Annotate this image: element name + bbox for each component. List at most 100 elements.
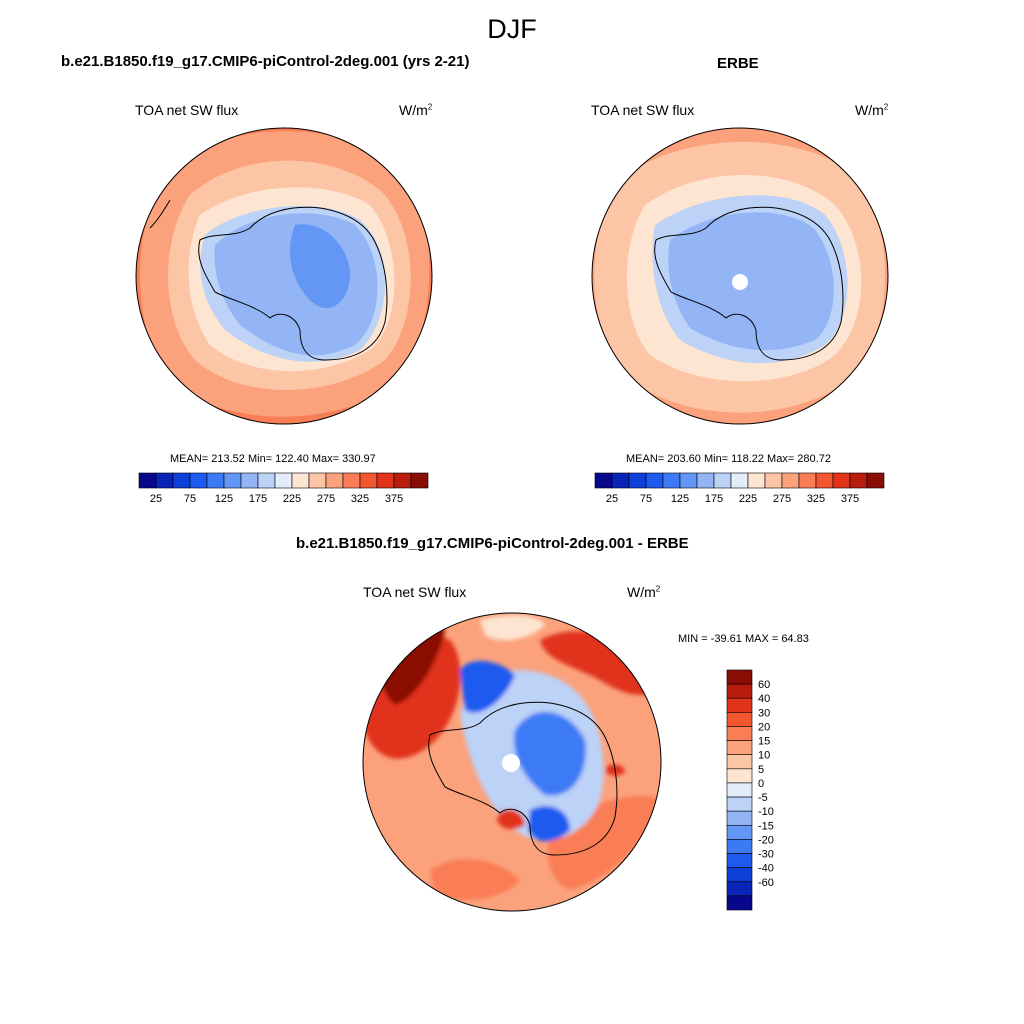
- figure-title: DJF: [487, 14, 537, 44]
- diff-units-label: W/m2: [627, 584, 660, 600]
- colorbar-tick-label: 375: [385, 493, 403, 505]
- colorbar-swatch: [726, 867, 753, 883]
- obs-units-label: W/m2: [855, 102, 888, 118]
- colorbar-swatch: [726, 712, 753, 727]
- map-outline: [362, 612, 662, 912]
- colorbar-swatch: [138, 472, 157, 489]
- model-case-title: b.e21.B1850.f19_g17.CMIP6-piControl-2deg…: [61, 53, 470, 70]
- colorbar-tick-label: 25: [150, 493, 162, 505]
- colorbar-swatch: [325, 472, 344, 489]
- diff-case-title: b.e21.B1850.f19_g17.CMIP6-piControl-2deg…: [296, 535, 689, 552]
- colorbar-swatch: [240, 472, 259, 489]
- colorbar-tick-label: 375: [841, 493, 859, 505]
- colorbar-swatch: [726, 669, 753, 685]
- colorbar-swatch: [781, 472, 800, 489]
- colorbar-swatch: [410, 472, 429, 489]
- coastline: [428, 701, 618, 856]
- map-outline: [135, 127, 433, 425]
- colorbar-swatch: [726, 881, 753, 897]
- diff-colorbar: 60 40 30 20 15 10 5 0 -5 -10 -15 -20 -30 -40 -60: [726, 669, 774, 911]
- colorbar-tick-label: 175: [705, 493, 723, 505]
- colorbar-swatch: [662, 472, 681, 489]
- model-units-label: W/m2: [399, 102, 432, 118]
- colorbar-swatch: [393, 472, 412, 489]
- map-fill: [430, 859, 520, 900]
- colorbar-swatch: [726, 754, 753, 770]
- diff-blobs: [363, 615, 660, 900]
- colorbar-tick-label: 325: [351, 493, 369, 505]
- colorbar-swatch: [155, 472, 174, 489]
- units-exp: 2: [427, 102, 433, 112]
- colorbar-tick-label: 75: [184, 493, 196, 505]
- map-fill: [290, 224, 351, 309]
- colorbar-tick-label: 30: [758, 707, 770, 719]
- colorbar-swatch: [764, 472, 783, 489]
- colorbar-swatch: [726, 697, 753, 713]
- colorbar-tick-label: -20: [758, 834, 774, 846]
- colorbar-tick-label: -15: [758, 820, 774, 832]
- obs-case-title: ERBE: [717, 55, 759, 72]
- colorbar-tick-label: 60: [758, 679, 770, 691]
- colorbar-swatch: [798, 472, 817, 489]
- colorbar-swatch: [726, 810, 753, 826]
- model-stats: MEAN= 213.52 Min= 122.40 Max= 330.97: [170, 453, 376, 465]
- colorbar-tick-label: 40: [758, 693, 770, 705]
- colorbar-tick-label: -5: [758, 792, 768, 804]
- colorbar-swatch: [628, 472, 647, 489]
- coastline: [149, 199, 171, 229]
- colorbar-swatch: [713, 472, 732, 489]
- colorbar-swatch: [849, 472, 868, 489]
- coastline: [654, 206, 844, 361]
- colorbar-tick-label: 0: [758, 778, 764, 790]
- colorbar-swatch: [679, 472, 698, 489]
- map-fill: [460, 660, 515, 713]
- model-map: [136, 128, 432, 424]
- colorbar-swatch: [189, 472, 208, 489]
- colorbar-tick-label: 75: [640, 493, 652, 505]
- colorbar-swatch: [866, 472, 885, 489]
- colorbar-swatch: [308, 472, 327, 489]
- colorbar-swatch: [172, 472, 191, 489]
- colorbar-tick-label: 10: [758, 750, 770, 762]
- colorbar-swatch: [747, 472, 766, 489]
- map-outline: [591, 127, 889, 425]
- colorbar-tick-label: 25: [606, 493, 618, 505]
- colorbar-swatch: [726, 768, 753, 784]
- map-fill: [668, 212, 834, 351]
- colorbar-swatch: [223, 472, 242, 489]
- colorbar-swatch: [726, 839, 753, 854]
- units-base: W/m: [855, 102, 884, 118]
- colorbar-tick-label: 125: [215, 493, 233, 505]
- colorbar-swatch: [206, 472, 225, 489]
- units-base: W/m: [627, 584, 656, 600]
- colorbar-swatch: [832, 472, 851, 489]
- colorbar-swatch: [726, 683, 753, 699]
- colorbar-tick-label: 225: [739, 493, 757, 505]
- missing-data: [732, 274, 748, 290]
- map-fill: [480, 615, 545, 641]
- colorbar-tick-label: 20: [758, 721, 770, 733]
- model-colorbar: 25 75 125 175 225 275 325 375: [138, 472, 429, 505]
- obs-stats: MEAN= 203.60 Min= 118.22 Max= 280.72: [626, 453, 831, 465]
- colorbar-tick-label: 125: [671, 493, 689, 505]
- obs-map: [592, 128, 888, 424]
- colorbar-swatch: [274, 472, 293, 489]
- colorbar-swatch: [257, 472, 276, 489]
- colorbar-swatch: [359, 472, 378, 489]
- units-exp: 2: [883, 102, 889, 112]
- colorbar-swatch: [342, 472, 361, 489]
- colorbar-tick-label: 175: [249, 493, 267, 505]
- colorbar-tick-label: 225: [283, 493, 301, 505]
- colorbar-swatch: [726, 796, 753, 812]
- colorbar-tick-label: -40: [758, 863, 774, 875]
- colorbar-tick-label: -60: [758, 877, 774, 889]
- model-field-label: TOA net SW flux: [135, 102, 239, 118]
- map-fill: [514, 711, 586, 796]
- diff-stats: MIN = -39.61 MAX = 64.83: [678, 633, 809, 645]
- colorbar-swatch: [815, 472, 834, 489]
- map-fill: [540, 631, 656, 695]
- missing-data: [502, 754, 520, 772]
- units-exp: 2: [655, 584, 661, 594]
